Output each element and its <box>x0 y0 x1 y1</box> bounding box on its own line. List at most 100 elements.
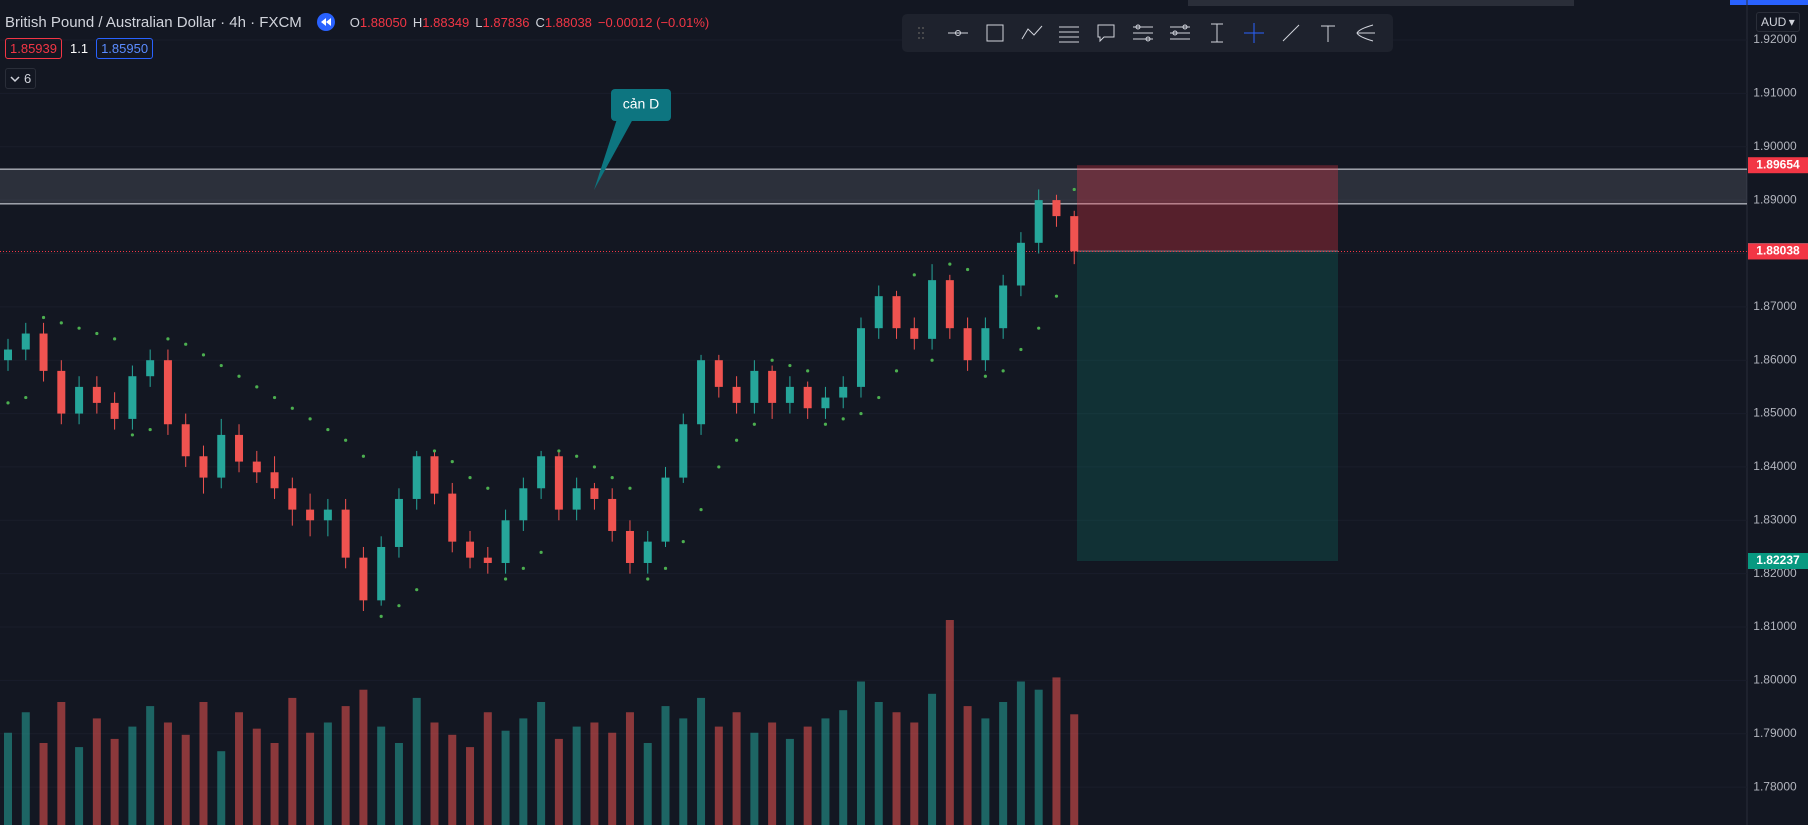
candle-body <box>750 370 759 403</box>
volume-bar <box>394 743 403 825</box>
sar-dot <box>575 454 579 458</box>
candle-body <box>590 488 599 499</box>
tool-fib[interactable] <box>1050 14 1087 52</box>
price-tag-label: 1.88038 <box>1756 244 1800 258</box>
sar-dot <box>379 614 383 618</box>
currency-label: AUD <box>1761 15 1787 29</box>
tool-horizontal-line[interactable] <box>939 14 976 52</box>
volume-bar <box>483 712 492 825</box>
candle-body <box>874 296 883 329</box>
candle-body <box>537 456 546 489</box>
volume-bar <box>892 712 901 825</box>
sar-dot <box>184 342 188 346</box>
sar-dot <box>503 577 508 581</box>
tool-price-range[interactable] <box>1198 14 1235 52</box>
candle-body <box>803 386 812 409</box>
sar-dot <box>894 369 899 373</box>
stop-area <box>1077 165 1338 252</box>
header: British Pound / Australian Dollar · 4h ·… <box>5 12 709 32</box>
tool-text[interactable] <box>1309 14 1346 52</box>
indicators-toggle[interactable]: 6 <box>5 68 37 89</box>
volume-bar <box>821 718 830 825</box>
candle-body <box>75 386 84 414</box>
volume-bar <box>625 712 634 825</box>
sar-dot <box>397 604 401 608</box>
volume-bar <box>679 718 688 825</box>
candle-body <box>1016 242 1025 286</box>
sar-dot <box>823 422 828 426</box>
volume-bar <box>910 722 919 825</box>
tool-short-position[interactable] <box>1161 14 1198 52</box>
sar-dot <box>841 417 845 421</box>
grid <box>0 39 1747 788</box>
sar-dot <box>877 395 881 400</box>
tool-long-position[interactable] <box>1124 14 1161 52</box>
candle-body <box>821 397 830 409</box>
sar-dot <box>308 417 312 421</box>
drag-handle[interactable] <box>902 14 939 52</box>
volume-bar <box>377 726 386 825</box>
sar-dot <box>930 358 934 362</box>
tool-callout[interactable] <box>1087 14 1124 52</box>
trade-buttons: 1.85939 1.1 1.85950 <box>5 38 154 59</box>
volume-bar <box>554 738 563 825</box>
volume-bar <box>1070 714 1079 825</box>
note-box <box>611 89 671 121</box>
volume-bar <box>57 702 66 825</box>
tool-trend-line[interactable] <box>1272 14 1309 52</box>
buy-price[interactable]: 1.85950 <box>96 38 154 59</box>
sar-dot <box>966 267 970 272</box>
candle-body <box>554 456 563 510</box>
y-tick-label: 1.84000 <box>1753 459 1797 473</box>
y-tick-label: 1.81000 <box>1753 619 1797 633</box>
sar-dot <box>201 353 206 357</box>
replay-icon[interactable] <box>316 12 336 32</box>
candle-body <box>679 424 688 478</box>
candle-body <box>323 509 332 521</box>
candle-body <box>394 498 403 547</box>
tool-rectangle[interactable] <box>976 14 1013 52</box>
candle-body <box>412 456 421 499</box>
candle-body <box>270 472 279 489</box>
volume-bar <box>856 681 865 825</box>
sar-dot <box>219 363 223 368</box>
volume-bar <box>235 712 244 825</box>
sar-dot <box>361 454 366 458</box>
tool-path[interactable] <box>1013 14 1050 52</box>
volume-bar <box>270 743 279 825</box>
sell-price[interactable]: 1.85939 <box>5 38 62 59</box>
sar-dot <box>1072 187 1076 192</box>
candle-body <box>732 386 741 403</box>
candle-body <box>697 360 706 425</box>
top-panel-edge <box>1188 0 1574 6</box>
ohlc-item: O1.88050 <box>350 15 407 30</box>
candle-body <box>21 333 30 350</box>
candle-body <box>377 546 386 601</box>
currency[interactable]: AUD ▾ <box>1756 12 1800 32</box>
candle-body <box>217 434 226 478</box>
sar-dot <box>344 438 348 442</box>
sar-dot <box>486 486 490 490</box>
ohlc-item: L1.87836 <box>475 15 529 30</box>
sar-dot <box>415 588 419 592</box>
sar-dot <box>148 427 152 432</box>
sar-dot <box>734 438 739 442</box>
candle-body <box>928 280 937 339</box>
price-tag-label: 1.89654 <box>1756 157 1800 171</box>
tool-pitchfork[interactable] <box>1346 14 1383 52</box>
sar-dot <box>859 411 863 416</box>
ohlc-label: H <box>412 14 423 30</box>
note-text: cản D <box>623 96 660 112</box>
volume-bar <box>288 697 297 825</box>
volume-bar <box>448 734 457 825</box>
candle-body <box>608 498 617 531</box>
target-area <box>1077 251 1338 562</box>
candle-body <box>945 280 954 329</box>
volume-bar <box>874 702 883 825</box>
sar-dot <box>770 358 774 362</box>
sar-dot <box>521 566 525 570</box>
volume-bar <box>430 722 439 825</box>
candle-body <box>39 333 48 371</box>
symbol-title[interactable]: British Pound / Australian Dollar · 4h ·… <box>5 13 302 31</box>
tool-crosshair[interactable] <box>1235 14 1272 52</box>
